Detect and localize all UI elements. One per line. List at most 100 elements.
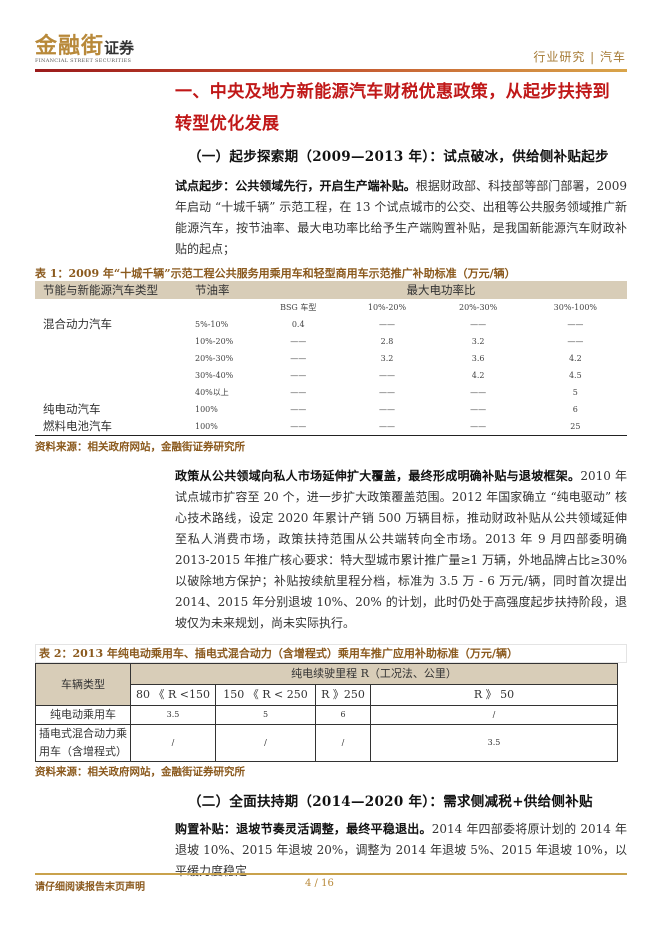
- table-row: 40%以上 —— —— —— 5: [35, 384, 627, 401]
- subsection-heading-2: （二）全面扶持期（2014—2020 年）：需求侧减税+供给侧补贴: [188, 793, 593, 810]
- range-cell: 80 《 R <150: [130, 683, 216, 706]
- cell: 40%以上: [195, 388, 229, 397]
- cell: 20%-30%: [195, 354, 234, 363]
- page-content: 一、中央及地方新能源汽车财税优惠政策，从起步扶持到 转型优化发展 （一）起步探索…: [0, 76, 662, 882]
- header-cell: 纯电续驶里程 R（工况法、公里）: [130, 662, 618, 685]
- cell: ——: [379, 405, 395, 414]
- cell: ——: [470, 405, 487, 414]
- range-cell: R 》 50: [370, 683, 618, 706]
- cell: ——: [290, 354, 307, 363]
- table2-source: 资料来源：相关政府网站，金融街证券研究所: [35, 765, 245, 778]
- cell: 3.2: [380, 354, 394, 363]
- cell: /: [315, 723, 371, 762]
- cell: 100%: [195, 405, 218, 414]
- table2-caption: 表 2：2013 年纯电动乘用车、插电式混合动力（含增程式）乘用车推广应用补助标…: [35, 643, 627, 663]
- range-cell: R 》250: [315, 683, 371, 706]
- cell: ——: [290, 371, 307, 380]
- cell: /: [130, 723, 216, 762]
- cell: ——: [470, 388, 487, 397]
- cell: ——: [290, 337, 307, 346]
- footer-disclaimer: 请仔细阅读报告末页声明: [35, 882, 145, 893]
- cell: 0.4: [291, 320, 305, 329]
- header-cell: 车辆类型: [35, 662, 131, 706]
- table-row: 20%-30% —— 3.2 3.6 4.2: [35, 350, 627, 367]
- cell: 2.8: [380, 337, 394, 346]
- paragraph-lead: 试点起步：公共领域先行，开启生产端补贴。: [175, 179, 416, 193]
- table1-header-row: 节能与新能源汽车类型 节油率 最大电功率比: [35, 281, 627, 299]
- cell: 插电式混合动力乘用车（含增程式）: [35, 723, 131, 762]
- cell: 5: [215, 704, 316, 725]
- subheader-cell: BSG 车型: [280, 303, 317, 312]
- paragraph-subsidy: 购置补贴：退坡节奏灵活调整，最终平稳退出。2014 年四部委将原计划的 2014…: [175, 819, 627, 882]
- cell: 6: [572, 405, 578, 414]
- paragraph-body: 2010 年试点城市扩容至 20 个，进一步扩大政策覆盖范围。2012 年国家确…: [175, 468, 627, 630]
- table-row: 10%-20% —— 2.8 3.2 ——: [35, 333, 627, 350]
- cell: 4.2: [471, 371, 485, 380]
- cell: 燃料电池汽车: [35, 418, 185, 436]
- cell: 100%: [185, 418, 255, 436]
- paragraph-lead: 政策从公共领域向私人市场延伸扩大覆盖，最终形成明确补贴与退坡框架。: [175, 468, 581, 483]
- paragraph-pilot: 试点起步：公共领域先行，开启生产端补贴。根据财政部、科技部等部门部署，2009 …: [175, 176, 627, 260]
- table-row: 纯电动乘用车 3.5 5 6 /: [35, 704, 618, 725]
- cell: 纯电动乘用车: [35, 704, 131, 725]
- cell: 4.2: [568, 354, 582, 363]
- cell: ——: [379, 320, 395, 329]
- subheader-cell: 20%-30%: [458, 303, 498, 312]
- cell: ——: [290, 405, 307, 414]
- table1: 节能与新能源汽车类型 节油率 最大电功率比 BSG 车型 10%-20% 20%…: [35, 281, 627, 436]
- header-cell: 节能与新能源汽车类型: [35, 281, 185, 299]
- subheader-cell: 30%-100%: [553, 303, 598, 312]
- cell: 纯电动汽车: [43, 402, 101, 416]
- logo-english: FINANCIAL STREET SECURITIES: [35, 58, 132, 64]
- report-category: 行业研究 | 汽车: [533, 50, 626, 64]
- logo-text-securities: 证券: [104, 39, 135, 57]
- paragraph-body: 2014 年四部委将原计划的 2014 年退坡 10%、2015 年退坡 20%…: [175, 821, 627, 878]
- paragraph-expansion: 政策从公共领域向私人市场延伸扩大覆盖，最终形成明确补贴与退坡框架。2010 年试…: [175, 466, 627, 634]
- cell: [35, 367, 185, 384]
- cell: ——: [567, 320, 584, 329]
- table1-subheader-row: BSG 车型 10%-20% 20%-30% 30%-100%: [35, 299, 627, 316]
- table-row: 燃料电池汽车 100% —— —— —— 25: [35, 418, 627, 436]
- table2-header-row: 车辆类型 纯电续驶里程 R（工况法、公里）: [35, 662, 618, 706]
- cell: [35, 350, 185, 367]
- cell: 4.5: [568, 371, 582, 380]
- range-cell: 150 《 R < 250: [215, 683, 316, 706]
- cell: 5: [572, 388, 578, 397]
- table2-range-row: 80 《 R <150 150 《 R < 250 R 》250 R 》 50: [36, 683, 618, 706]
- cell: [35, 384, 185, 401]
- cell: ——: [290, 388, 307, 397]
- cell: ——: [379, 371, 395, 380]
- company-logo: 金融街证券 FINANCIAL STREET SECURITIES: [35, 28, 134, 64]
- cell: 3.5: [370, 723, 618, 762]
- section-title-line2: 转型优化发展: [175, 114, 280, 134]
- cell: /: [215, 723, 316, 762]
- table1-source: 资料来源：相关政府网站，金融街证券研究所: [35, 440, 245, 453]
- cell: ——: [379, 388, 395, 397]
- logo-text: 金融街: [35, 33, 105, 59]
- table-row: 混合动力汽车 5%-10% 0.4 —— —— ——: [35, 316, 627, 333]
- cell: 5%-10%: [195, 320, 229, 329]
- cell: 6: [315, 704, 371, 725]
- cell: 混合动力汽车: [43, 317, 112, 331]
- header-divider: [35, 69, 627, 72]
- table2: 车辆类型 纯电续驶里程 R（工况法、公里） 80 《 R <150 150 《 …: [35, 662, 618, 762]
- cell: ——: [470, 320, 487, 329]
- table-row: 30%-40% —— —— 4.2 4.5: [35, 367, 627, 384]
- header-cell: 最大电功率比: [255, 281, 627, 299]
- cell: ——: [567, 337, 584, 346]
- cell: 30%-40%: [195, 371, 234, 380]
- table1-caption: 表 1：2009 年“十城千辆”示范工程公共服务用乘用车和轻型商用车示范推广补助…: [35, 267, 516, 280]
- cell: 10%-20%: [195, 337, 234, 346]
- table-row: 插电式混合动力乘用车（含增程式） / / / 3.5: [35, 723, 618, 762]
- cell: 3.2: [471, 337, 485, 346]
- header-cell: 节油率: [185, 281, 255, 299]
- paragraph-lead: 购置补贴：退坡节奏灵活调整，最终平稳退出。: [175, 821, 432, 836]
- page-number: 4 / 16: [305, 878, 334, 889]
- cell: ——: [341, 418, 433, 436]
- footer-divider: [35, 873, 627, 875]
- subheader-cell: 10%-20%: [367, 303, 407, 312]
- cell: /: [370, 704, 618, 725]
- table-row: 纯电动汽车 100% —— —— —— 6: [35, 401, 627, 418]
- cell: 25: [523, 418, 627, 436]
- paragraph-body: 根据财政部、科技部等部门部署，2009 年启动 “十城千辆” 示范工程，在 13…: [175, 179, 627, 256]
